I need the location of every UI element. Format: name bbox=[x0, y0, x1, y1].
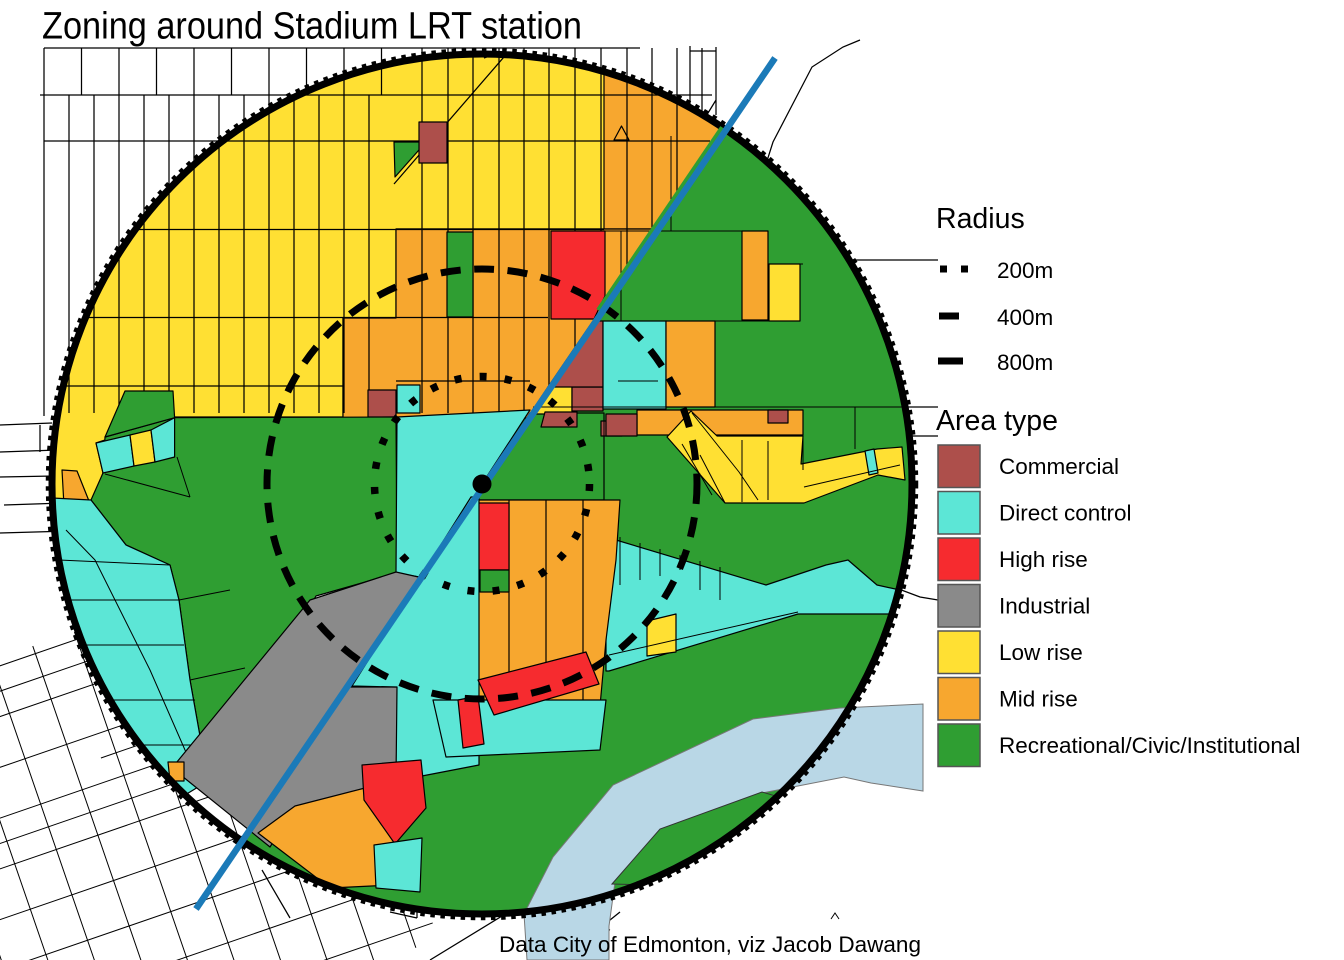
svg-text:Low rise: Low rise bbox=[999, 640, 1083, 665]
svg-text:Area type: Area type bbox=[936, 405, 1058, 437]
svg-text:Direct control: Direct control bbox=[999, 501, 1132, 526]
svg-text:High rise: High rise bbox=[999, 547, 1088, 572]
svg-text:Zoning around Stadium LRT stat: Zoning around Stadium LRT station bbox=[42, 6, 582, 48]
svg-text:Commercial: Commercial bbox=[999, 454, 1119, 479]
svg-text:Radius: Radius bbox=[936, 203, 1025, 235]
svg-text:200m: 200m bbox=[997, 258, 1053, 283]
svg-text:Industrial: Industrial bbox=[999, 594, 1090, 619]
svg-text:Recreational/Civic/Institution: Recreational/Civic/Institutional bbox=[999, 733, 1300, 758]
svg-text:800m: 800m bbox=[997, 350, 1053, 375]
svg-text:Data City of Edmonton, viz Jac: Data City of Edmonton, viz Jacob Dawang bbox=[499, 932, 921, 957]
svg-text:400m: 400m bbox=[997, 305, 1053, 330]
svg-text:Mid rise: Mid rise bbox=[999, 687, 1078, 712]
